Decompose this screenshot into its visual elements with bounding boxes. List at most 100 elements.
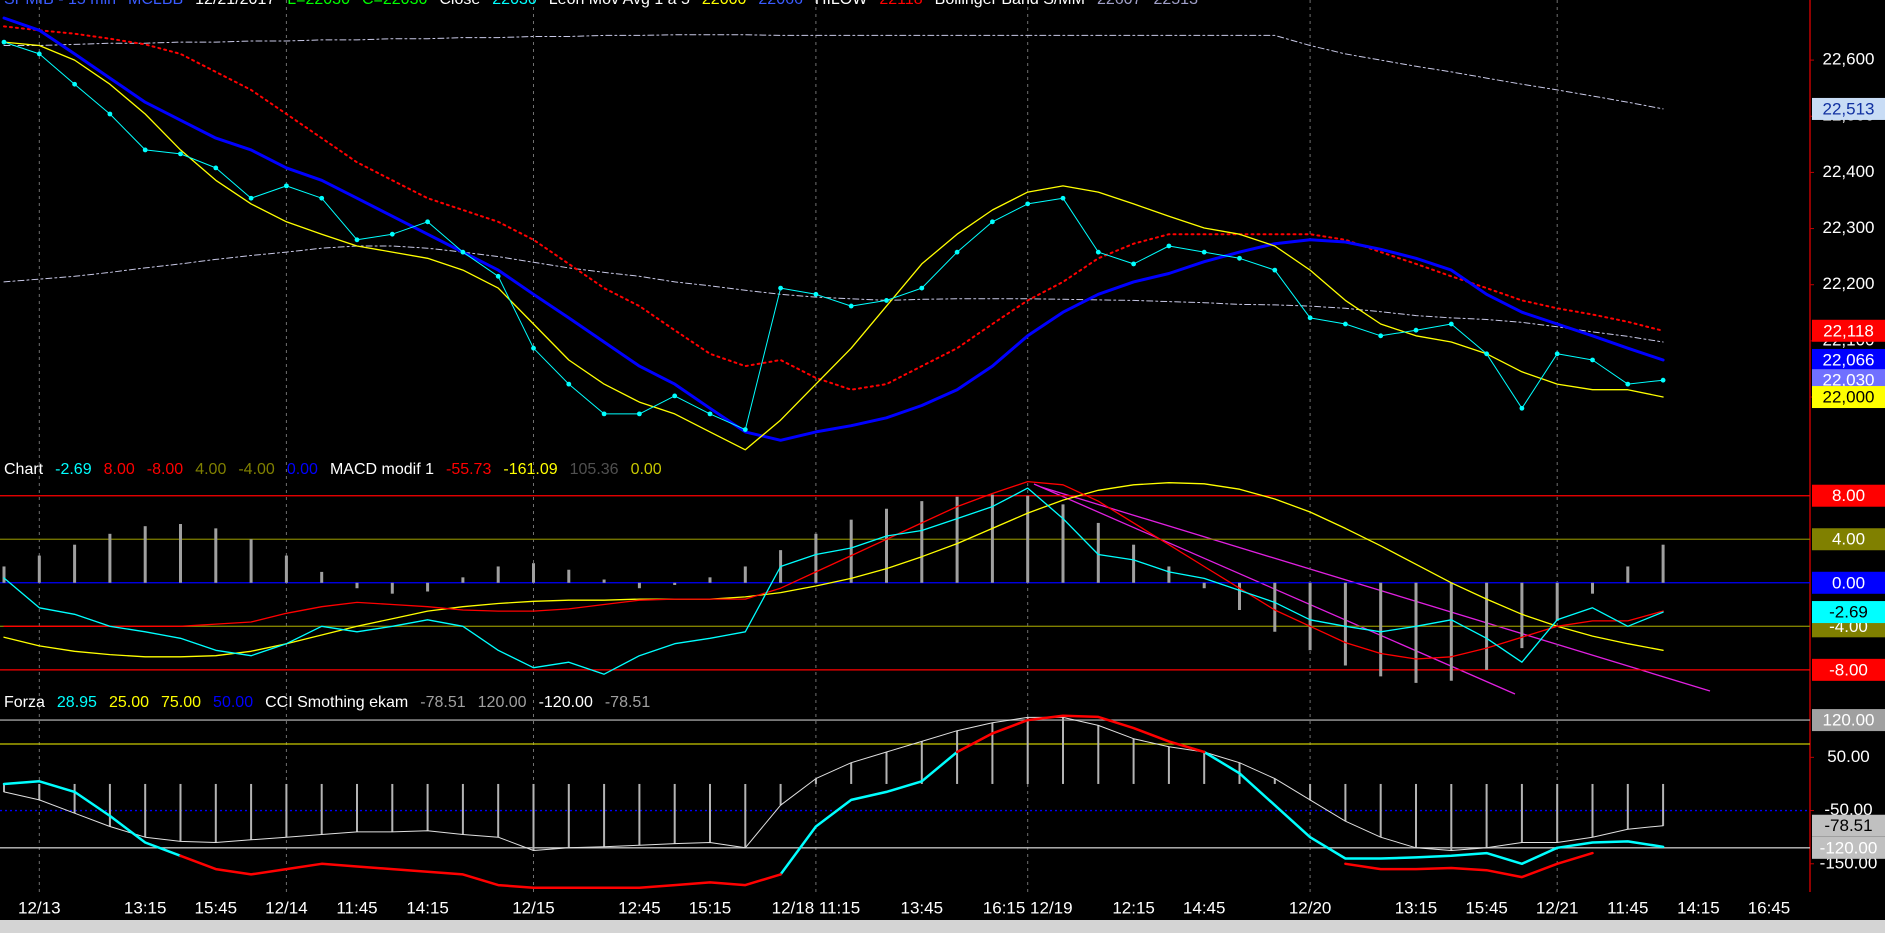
price-dot xyxy=(884,298,889,303)
price-dot xyxy=(1060,195,1066,201)
price-dot xyxy=(1,39,7,45)
x-tick-label: 13:15 xyxy=(1395,898,1438,917)
value-box xyxy=(1812,348,1885,371)
value-label: -78.51 xyxy=(1824,816,1872,835)
header-item: -78.51 xyxy=(420,694,466,711)
value-box xyxy=(1812,386,1885,409)
trendline xyxy=(1040,486,1711,692)
x-tick-label: 12:45 xyxy=(618,898,661,917)
panel-header: SPMIB - 15 min MCLBB 12/21/2017 L=22030 C=22… xyxy=(4,0,1210,10)
price-dot xyxy=(1519,405,1525,411)
level-label: 0.00 xyxy=(1832,573,1865,592)
price-dot xyxy=(460,249,466,255)
price-dot xyxy=(1272,267,1278,273)
price-dot xyxy=(990,219,995,225)
value-box xyxy=(1812,97,1885,120)
x-tick-label: 16:45 xyxy=(1748,898,1791,917)
y-tick-label: 22,300 xyxy=(1823,218,1875,237)
header-item: CCI Smothing ekam xyxy=(265,694,409,711)
level-box xyxy=(1812,836,1885,859)
panel xyxy=(0,714,1810,889)
value-label: 22,066 xyxy=(1823,350,1875,369)
series-line xyxy=(3,480,1664,660)
price-dot xyxy=(1413,327,1419,333)
panel-header: Forza 28.95 25.00 75.00 50.00 CCI Smothing ek… xyxy=(4,693,662,713)
x-tick-label: 15:45 xyxy=(195,898,238,917)
header-item: 105.36 xyxy=(569,461,619,478)
price-dot xyxy=(495,273,501,279)
header-item: -78.51 xyxy=(604,694,651,711)
header-item: 0.00 xyxy=(286,461,318,478)
header-item: -120.00 xyxy=(538,694,593,711)
x-tick-label: 12/18 11:15 xyxy=(772,898,861,917)
header-item: -2.69 xyxy=(55,461,92,478)
price-dot xyxy=(1307,315,1313,321)
series-line xyxy=(3,487,1664,675)
price-dot xyxy=(1378,333,1384,339)
plot-layer xyxy=(0,16,1810,889)
x-tick-label: 12/15 xyxy=(512,898,555,917)
price-dot xyxy=(919,285,925,291)
level-label: 120.00 xyxy=(1823,711,1875,730)
price-dot xyxy=(178,151,183,157)
price-dot xyxy=(601,411,607,417)
price-dot xyxy=(566,381,572,387)
price-dot xyxy=(1095,249,1101,255)
level-box xyxy=(1812,658,1885,681)
status-strip xyxy=(0,920,1885,933)
value-label: -2.69 xyxy=(1829,603,1868,622)
price-dot xyxy=(1166,243,1172,249)
price-dot xyxy=(1660,377,1666,383)
price-dot xyxy=(778,285,783,291)
x-tick-label: 14:15 xyxy=(1677,898,1720,917)
level-box xyxy=(1812,484,1885,507)
price-dot xyxy=(1025,201,1031,207)
header-item: 50.00 xyxy=(213,694,254,711)
level-label: -8.00 xyxy=(1829,660,1868,679)
x-tick-label: 11:45 xyxy=(1607,898,1648,917)
price-dot xyxy=(1131,261,1136,267)
y-tick-label: 22,400 xyxy=(1823,162,1875,181)
header-item: 22066 xyxy=(758,0,803,8)
value-box xyxy=(1812,814,1885,837)
price-dot xyxy=(284,183,289,189)
price-dot xyxy=(1448,321,1454,327)
header-item: 8.00 xyxy=(103,461,135,478)
price-dot xyxy=(531,345,536,351)
header-item: 4.00 xyxy=(195,461,227,478)
panel-header: Chart -2.69 8.00 -8.00 4.00 -4.00 0.00 MACD mod… xyxy=(4,460,674,480)
series-line xyxy=(3,482,1664,658)
price-dot xyxy=(1554,351,1560,357)
header-item: 22118 xyxy=(879,0,922,8)
level-box xyxy=(1812,528,1885,551)
axis-layer: 22,00022,10022,20022,30022,40022,50022,6… xyxy=(1810,50,1885,872)
x-tick-label: 12:15 xyxy=(1112,898,1155,917)
header-item: 22030 xyxy=(492,0,537,8)
price-dot xyxy=(1484,351,1489,357)
series-line xyxy=(3,41,1664,431)
x-tick-label: 14:15 xyxy=(406,898,449,917)
price-dot xyxy=(637,411,642,417)
price-dot xyxy=(354,237,360,243)
price-dot xyxy=(248,195,254,201)
header-item: C=22030 xyxy=(362,0,427,8)
price-dot xyxy=(1201,249,1207,255)
value-box xyxy=(1812,319,1885,342)
x-tick-label: 15:15 xyxy=(689,898,732,917)
header-item: 12/21/2017 xyxy=(195,0,275,8)
value-box xyxy=(1812,601,1885,624)
panel xyxy=(1,16,1666,451)
series-line xyxy=(3,245,1664,343)
price-dot xyxy=(107,111,113,117)
value-label: 22,118 xyxy=(1823,321,1874,340)
header-item: SPMIB - 15 min xyxy=(4,0,116,8)
price-dot xyxy=(72,81,77,87)
header-item: -4.00 xyxy=(238,461,275,478)
header-item: -55.73 xyxy=(445,461,492,478)
y-tick-label: 22,200 xyxy=(1823,274,1875,293)
price-dot xyxy=(36,51,42,57)
x-tick-label: 15:45 xyxy=(1465,898,1508,917)
